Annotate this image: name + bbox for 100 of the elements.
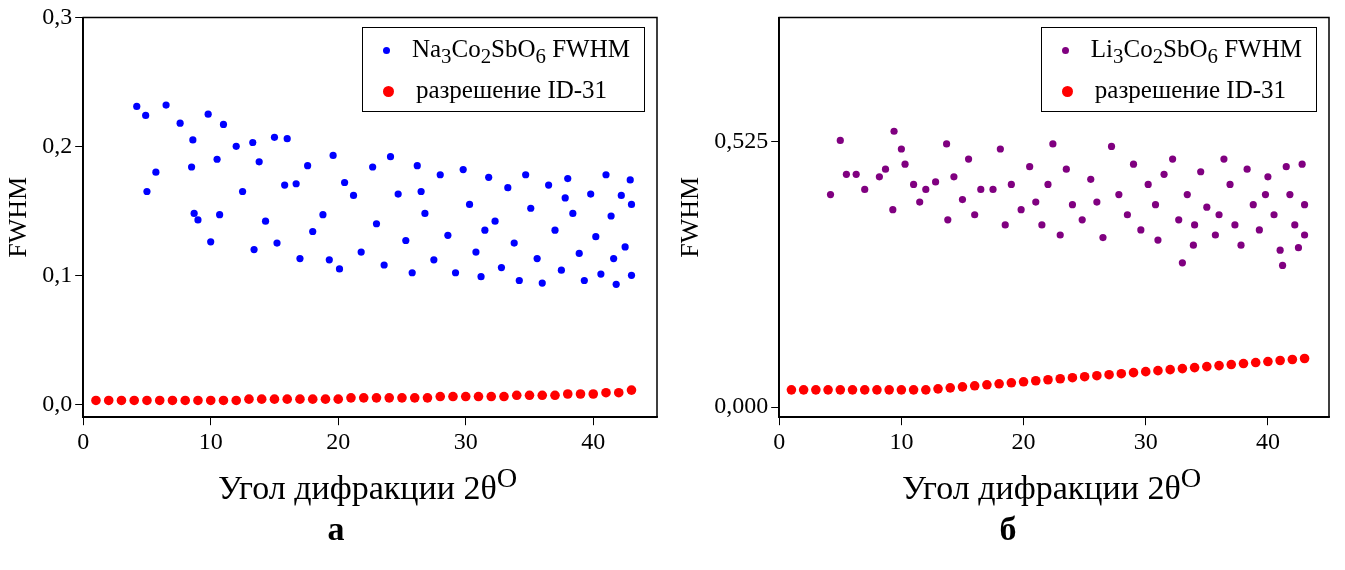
- x-tick-label: 30: [1133, 427, 1158, 454]
- point: [486, 391, 497, 402]
- point: [435, 391, 446, 402]
- point: [1067, 372, 1078, 383]
- point: [1177, 363, 1188, 374]
- point: [142, 395, 152, 406]
- point: [1226, 359, 1237, 370]
- point: [180, 395, 191, 406]
- point: [562, 389, 573, 399]
- point: [231, 395, 242, 406]
- point: [409, 393, 420, 403]
- point: [575, 389, 586, 399]
- point: [193, 395, 203, 406]
- x-tick-label: 20: [326, 427, 351, 454]
- point: [1275, 355, 1285, 366]
- point: [320, 394, 331, 404]
- point: [397, 393, 407, 403]
- text: а: [326, 510, 346, 548]
- point: [346, 393, 356, 403]
- point: [896, 385, 907, 395]
- point: [1189, 362, 1200, 373]
- point: [307, 394, 318, 404]
- point: [1214, 360, 1224, 371]
- point: [969, 381, 980, 391]
- point: [244, 394, 254, 404]
- point: [823, 385, 833, 395]
- point: [811, 385, 821, 395]
- y-tick-label: 0,1: [42, 260, 73, 287]
- point: [872, 385, 882, 395]
- point: [1140, 366, 1151, 377]
- point: [103, 395, 114, 406]
- point: [908, 385, 919, 395]
- x-tick-label: 30: [453, 427, 478, 454]
- point: [154, 395, 165, 406]
- legend-label: Na$_{3}$Co$_{2}$SbO$_{6}$ FWHM: [411, 35, 630, 69]
- x-axis-title: Угол дифракции 2θ$^{O}$: [901, 462, 1203, 508]
- point: [982, 380, 992, 390]
- point: [933, 384, 943, 394]
- point: [129, 395, 139, 406]
- x-tick-label: 10: [198, 427, 223, 454]
- point: [613, 387, 624, 398]
- point: [786, 385, 797, 395]
- point: [1116, 368, 1127, 379]
- point: [1104, 369, 1114, 380]
- point: [460, 391, 471, 402]
- point: [1287, 354, 1298, 365]
- point: [835, 385, 846, 395]
- point: [333, 394, 344, 404]
- point: [448, 391, 458, 402]
- point: [847, 385, 858, 395]
- point: [884, 385, 894, 395]
- point: [1165, 364, 1175, 375]
- y-axis-title: FWHM: [675, 176, 705, 258]
- point: [945, 383, 956, 393]
- x-tick-label: 0: [77, 427, 90, 454]
- point: [256, 394, 267, 404]
- point: [1079, 371, 1090, 382]
- point: [384, 393, 395, 403]
- point: [524, 390, 535, 401]
- point: [1128, 367, 1139, 378]
- y-tick-label: 0,2: [42, 131, 73, 158]
- text: б: [998, 510, 1018, 548]
- point: [921, 385, 931, 395]
- point: [1202, 361, 1212, 372]
- y-tick-label: 0,3: [42, 2, 73, 29]
- legend-label: разрешение ID-31: [1094, 76, 1287, 104]
- legend-label: разрешение ID-31: [415, 76, 608, 104]
- point: [295, 394, 305, 404]
- point: [1153, 365, 1163, 376]
- y-tick-label: 0,525: [714, 126, 769, 153]
- point: [1018, 376, 1029, 387]
- point: [282, 394, 293, 404]
- point: [1299, 353, 1310, 364]
- point: [371, 393, 382, 403]
- point: [167, 395, 178, 406]
- point: [537, 390, 548, 401]
- x-tick-label: 40: [1255, 427, 1280, 454]
- x-axis-title: Угол дифракции 2θ$^{O}$: [217, 462, 519, 508]
- x-tick-label: 0: [773, 427, 786, 454]
- point: [1092, 370, 1102, 381]
- point: [798, 385, 809, 395]
- x-tick-label: 40: [581, 427, 606, 454]
- point: [1055, 373, 1066, 384]
- point: [626, 385, 637, 395]
- point: [205, 395, 216, 406]
- point: [1250, 357, 1261, 368]
- point: [601, 387, 611, 398]
- point: [358, 393, 369, 403]
- point: [1006, 377, 1017, 388]
- point: [1030, 375, 1041, 386]
- point: [957, 382, 968, 392]
- legend-label: Li$_{3}$Co$_{2}$SbO$_{6}$ FWHM: [1090, 35, 1302, 69]
- point: [859, 385, 870, 395]
- point: [550, 390, 560, 401]
- point: [91, 395, 101, 406]
- x-tick-label: 10: [889, 427, 914, 454]
- point: [1238, 358, 1249, 369]
- point: [588, 389, 599, 399]
- point: [422, 393, 433, 403]
- point: [499, 391, 509, 402]
